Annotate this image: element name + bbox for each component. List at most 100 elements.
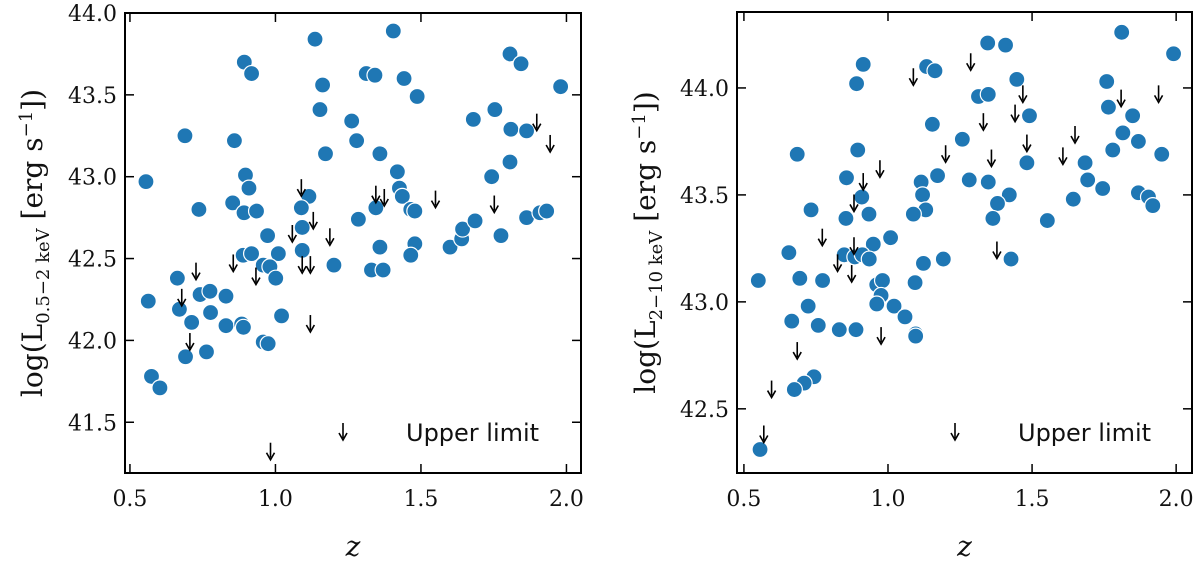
upper-limit-marker xyxy=(191,262,201,282)
upper-limit-marker xyxy=(297,256,307,275)
detection-point xyxy=(1114,124,1132,142)
y-tick-label: 41.5 xyxy=(68,411,117,436)
upper-limit-marker xyxy=(287,224,298,244)
detection-point xyxy=(1018,154,1036,172)
detection-point xyxy=(190,200,208,219)
arrow-head xyxy=(1018,94,1028,104)
arrow-head xyxy=(532,123,542,133)
detection-point xyxy=(1076,154,1094,172)
detection-point xyxy=(517,122,536,140)
arrow-head xyxy=(296,188,307,198)
detection-point xyxy=(486,100,504,119)
arrow-head xyxy=(379,198,389,208)
x-tick-label: 1.0 xyxy=(258,487,293,512)
y-axis-label-sub: 2−10 keV xyxy=(646,230,667,321)
y-axis-label-mid: [erg s xyxy=(16,137,49,228)
detection-point xyxy=(316,145,335,163)
detection-point xyxy=(849,141,867,159)
detection-point xyxy=(259,335,277,353)
detection-point xyxy=(371,238,389,256)
detection-point xyxy=(402,246,420,264)
arrow-head xyxy=(966,62,976,72)
upper-limit-marker xyxy=(978,113,989,132)
arrow-head xyxy=(297,265,307,275)
upper-limit-marker xyxy=(1010,104,1020,124)
detection-point xyxy=(374,261,392,279)
upper-limit-marker xyxy=(251,267,261,287)
upper-limit-marker xyxy=(792,342,802,361)
detection-point xyxy=(904,205,922,223)
arrow-head xyxy=(287,234,298,244)
detection-point xyxy=(960,171,978,189)
upper-limit-marker xyxy=(185,333,195,352)
detection-point xyxy=(201,282,219,300)
legend-label: Upper limit xyxy=(406,419,539,447)
arrow-head xyxy=(325,237,335,247)
arrow-head xyxy=(545,144,555,154)
detection-point xyxy=(349,210,367,228)
detection-point xyxy=(234,318,253,336)
detection-point xyxy=(502,120,520,138)
x-axis-label: z xyxy=(956,530,972,563)
upper-limit-marker xyxy=(1018,85,1028,104)
arrow-head xyxy=(308,221,318,231)
detection-point xyxy=(1098,72,1116,91)
arrow-head xyxy=(228,264,238,274)
arrow-head xyxy=(1010,114,1020,124)
detection-point xyxy=(1008,70,1026,88)
axes-frame xyxy=(736,11,1193,474)
upper-limit-marker xyxy=(966,53,976,72)
y-tick-label: 42.5 xyxy=(68,248,117,273)
detection-point xyxy=(979,85,997,103)
detection-point xyxy=(512,55,530,73)
detection-point xyxy=(837,169,856,187)
y-axis-label-post: ]) xyxy=(629,91,662,113)
upper-limit-marker xyxy=(908,68,919,87)
upper-limit-marker xyxy=(1022,134,1032,154)
upper-limit-marker xyxy=(858,173,868,192)
detection-point xyxy=(170,300,189,318)
arrow-head xyxy=(908,77,919,87)
y-axis-label: log(L2−10 keV [erg s−1]) xyxy=(629,91,667,393)
upper-limit-marker xyxy=(940,145,951,164)
upper-limit-marker xyxy=(849,237,859,256)
detection-point xyxy=(1000,186,1018,204)
detection-point xyxy=(1002,250,1020,268)
detection-point xyxy=(292,199,310,217)
detection-point xyxy=(224,194,242,212)
arrow-head xyxy=(185,342,195,352)
detection-point xyxy=(258,227,277,245)
detection-point xyxy=(151,379,169,397)
detection-point xyxy=(552,78,570,96)
detection-point xyxy=(868,295,886,313)
arrow-head xyxy=(1070,135,1080,145)
arrow-head xyxy=(1022,144,1032,154)
x-tick-label: 1.0 xyxy=(870,487,905,512)
detection-point xyxy=(201,303,220,322)
detection-point xyxy=(996,36,1015,54)
detection-point xyxy=(979,34,997,52)
arrow-head xyxy=(846,274,857,284)
arrow-head xyxy=(817,238,827,248)
detection-point xyxy=(873,271,892,290)
upper-limit-marker xyxy=(986,149,997,169)
detection-point xyxy=(311,100,329,119)
legend-arrow-icon xyxy=(950,423,960,442)
upper-limit-marker xyxy=(325,228,335,247)
axes-frame xyxy=(124,12,582,474)
detection-point xyxy=(483,168,501,186)
arrow-head xyxy=(1153,94,1164,104)
detection-point xyxy=(751,440,769,459)
detection-point xyxy=(1038,211,1056,230)
detection-point xyxy=(293,218,311,237)
arrow-head xyxy=(251,277,261,287)
detection-point xyxy=(1113,23,1131,41)
detection-point xyxy=(1079,171,1097,189)
x-tick-label: 2.0 xyxy=(1159,487,1194,512)
upper-limit-marker xyxy=(1153,85,1164,104)
detection-point xyxy=(979,173,997,191)
detection-point xyxy=(926,62,944,80)
detection-point xyxy=(139,292,157,310)
arrow-head xyxy=(792,351,802,361)
detection-point xyxy=(802,201,820,219)
